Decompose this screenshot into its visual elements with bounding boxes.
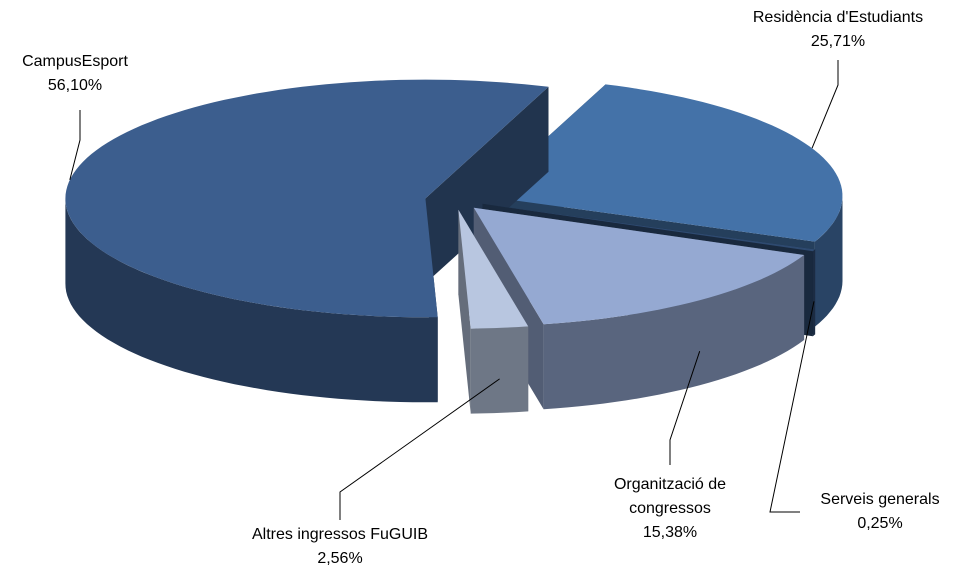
category-name: Serveis generals [820, 491, 940, 508]
slice-label: Serveis generals 0,25% [800, 488, 960, 536]
slice-wall [543, 255, 805, 410]
slice-side [425, 86, 549, 284]
leader-line [811, 60, 839, 149]
slice-label: Altres ingressos FuGUIB 2,56% [210, 523, 470, 571]
slice-side [458, 209, 471, 414]
slice-label: Residència d'Estudiants 25,71% [708, 6, 968, 54]
slice-wall [814, 196, 843, 327]
leader-line [769, 301, 815, 513]
value-label: 15,38% [642, 524, 698, 541]
category-name: Residència d'Estudiants [752, 9, 924, 26]
slice-wall [812, 249, 816, 337]
category-name: Organització de congressos [613, 476, 727, 517]
value-label: 2,56% [317, 550, 363, 567]
value-label: 25,71% [810, 33, 866, 50]
leader-line [669, 351, 701, 465]
slice-wall [470, 326, 529, 414]
slice-wall [65, 198, 438, 403]
leader-line [69, 110, 81, 180]
slice-top [458, 209, 529, 329]
slice-label: CampusEsport 56,10% [0, 50, 155, 98]
slice [473, 207, 805, 410]
slice-label: Organització de congressos 15,38% [595, 473, 745, 545]
slice [65, 79, 549, 403]
slice-top [65, 79, 549, 318]
category-name: CampusEsport [22, 53, 128, 70]
slice-top [482, 84, 843, 242]
value-label: 0,25% [857, 515, 903, 532]
slice [458, 209, 529, 414]
leader-line [339, 378, 500, 520]
value-label: 56,10% [47, 77, 103, 94]
slice-top [473, 207, 805, 325]
slice-top [482, 203, 816, 252]
category-name: Altres ingressos FuGUIB [251, 526, 429, 543]
